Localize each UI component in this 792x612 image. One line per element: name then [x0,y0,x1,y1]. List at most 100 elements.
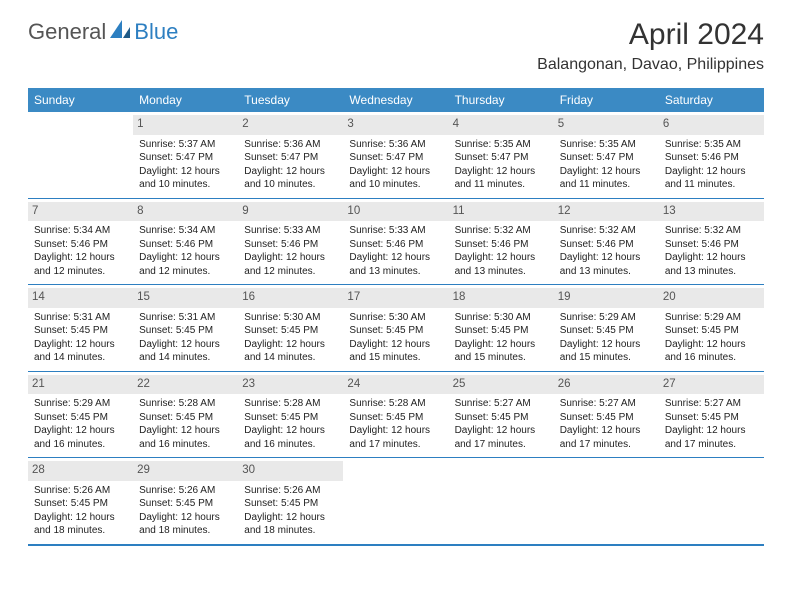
day-cell [343,458,448,544]
day-number: 14 [28,288,133,308]
day-cell: 8Sunrise: 5:34 AMSunset: 5:46 PMDaylight… [133,199,238,285]
day-number [659,461,764,481]
day-cell: 14 Sunrise: 5:31 AMSunset: 5:45 PMDayligh… [28,285,133,371]
logo: General Blue [28,18,178,45]
logo-text-blue: Blue [134,19,178,45]
day-cell: 25Sunrise: 5:27 AMSunset: 5:45 PMDayligh… [449,372,554,458]
sunrise-text: Sunrise: 5:34 AM [34,224,127,238]
sunrise-text: Sunrise: 5:33 AM [244,224,337,238]
daylight-text: Daylight: 12 hours and 13 minutes. [349,251,442,278]
daylight-text: Daylight: 12 hours and 16 minutes. [139,424,232,451]
daylight-text: Daylight: 12 hours and 14 minutes. [34,338,127,365]
day-cell [28,112,133,198]
sunset-text: Sunset: 5:45 PM [34,497,127,511]
sunset-text: Sunset: 5:45 PM [34,324,127,338]
day-number: 24 [343,375,448,395]
day-cell: 5Sunrise: 5:35 AMSunset: 5:47 PMDaylight… [554,112,659,198]
day-cell: 2Sunrise: 5:36 AMSunset: 5:47 PMDaylight… [238,112,343,198]
day-cell: 1Sunrise: 5:37 AMSunset: 5:47 PMDaylight… [133,112,238,198]
daylight-text: Daylight: 12 hours and 11 minutes. [560,165,653,192]
sunset-text: Sunset: 5:46 PM [560,238,653,252]
sunset-text: Sunset: 5:46 PM [665,151,758,165]
daylight-text: Daylight: 12 hours and 16 minutes. [34,424,127,451]
daylight-text: Daylight: 12 hours and 17 minutes. [560,424,653,451]
day-cell: 13Sunrise: 5:32 AMSunset: 5:46 PMDayligh… [659,199,764,285]
month-title: April 2024 [537,18,764,52]
day-number: 29 [133,461,238,481]
day-cell: 19 Sunrise: 5:29 AMSunset: 5:45 PMDayligh… [554,285,659,371]
day-number: 9 [238,202,343,222]
daylight-text: Daylight: 12 hours and 15 minutes. [560,338,653,365]
sunset-text: Sunset: 5:45 PM [244,411,337,425]
weekday-header: Sunday [28,88,133,112]
sunset-text: Sunset: 5:46 PM [665,238,758,252]
sunset-text: Sunset: 5:45 PM [139,324,232,338]
day-cell: 21Sunrise: 5:29 AMSunset: 5:45 PMDayligh… [28,372,133,458]
day-number: 16 [238,288,343,308]
day-number: 19 [554,288,659,308]
daylight-text: Daylight: 12 hours and 11 minutes. [455,165,548,192]
week-row: 21Sunrise: 5:29 AMSunset: 5:45 PMDayligh… [28,372,764,459]
day-cell: 27Sunrise: 5:27 AMSunset: 5:45 PMDayligh… [659,372,764,458]
sunset-text: Sunset: 5:45 PM [244,497,337,511]
sunset-text: Sunset: 5:47 PM [560,151,653,165]
sunrise-text: Sunrise: 5:37 AM [139,138,232,152]
sunrise-text: Sunrise: 5:29 AM [34,397,127,411]
sunset-text: Sunset: 5:45 PM [665,411,758,425]
sunset-text: Sunset: 5:45 PM [560,324,653,338]
sunrise-text: Sunrise: 5:34 AM [139,224,232,238]
logo-sail-icon [108,18,132,45]
sunrise-text: Sunrise: 5:30 AM [455,311,548,325]
daylight-text: Daylight: 12 hours and 17 minutes. [349,424,442,451]
sunrise-text: Sunrise: 5:27 AM [455,397,548,411]
sunset-text: Sunset: 5:45 PM [244,324,337,338]
daylight-text: Daylight: 12 hours and 11 minutes. [665,165,758,192]
calendar-grid: SundayMondayTuesdayWednesdayThursdayFrid… [28,88,764,546]
day-number: 4 [449,115,554,135]
day-cell: 4Sunrise: 5:35 AMSunset: 5:47 PMDaylight… [449,112,554,198]
day-number: 3 [343,115,448,135]
sunrise-text: Sunrise: 5:28 AM [244,397,337,411]
day-number: 11 [449,202,554,222]
day-number: 21 [28,375,133,395]
day-cell: 22Sunrise: 5:28 AMSunset: 5:45 PMDayligh… [133,372,238,458]
day-number: 5 [554,115,659,135]
daylight-text: Daylight: 12 hours and 13 minutes. [560,251,653,278]
day-number: 30 [238,461,343,481]
sunrise-text: Sunrise: 5:31 AM [139,311,232,325]
daylight-text: Daylight: 12 hours and 16 minutes. [244,424,337,451]
weekday-header-row: SundayMondayTuesdayWednesdayThursdayFrid… [28,88,764,112]
sunrise-text: Sunrise: 5:30 AM [349,311,442,325]
week-row: 14Sunrise: 5:31 AMSunset: 5:45 PMDayligh… [28,285,764,372]
day-number: 7 [28,202,133,222]
sunrise-text: Sunrise: 5:33 AM [349,224,442,238]
weekday-header: Saturday [659,88,764,112]
day-cell: 6 Sunrise: 5:35 AMSunset: 5:46 PMDaylight… [659,112,764,198]
day-number: 25 [449,375,554,395]
daylight-text: Daylight: 12 hours and 18 minutes. [244,511,337,538]
day-number: 2 [238,115,343,135]
daylight-text: Daylight: 12 hours and 13 minutes. [455,251,548,278]
day-number: 10 [343,202,448,222]
sunrise-text: Sunrise: 5:31 AM [34,311,127,325]
daylight-text: Daylight: 12 hours and 10 minutes. [244,165,337,192]
day-number: 22 [133,375,238,395]
sunset-text: Sunset: 5:46 PM [455,238,548,252]
day-number: 6 [659,115,764,135]
day-number: 23 [238,375,343,395]
day-number [554,461,659,481]
sunset-text: Sunset: 5:45 PM [560,411,653,425]
daylight-text: Daylight: 12 hours and 10 minutes. [139,165,232,192]
day-cell: 23 Sunrise: 5:28 AMSunset: 5:45 PMDayligh… [238,372,343,458]
day-cell: 7 Sunrise: 5:34 AMSunset: 5:46 PMDaylight… [28,199,133,285]
daylight-text: Daylight: 12 hours and 14 minutes. [139,338,232,365]
daylight-text: Daylight: 12 hours and 12 minutes. [34,251,127,278]
sunrise-text: Sunrise: 5:29 AM [560,311,653,325]
sunrise-text: Sunrise: 5:35 AM [665,138,758,152]
weekday-header: Monday [133,88,238,112]
day-number: 26 [554,375,659,395]
sunset-text: Sunset: 5:46 PM [34,238,127,252]
sunset-text: Sunset: 5:45 PM [139,411,232,425]
logo-text-general: General [28,19,106,45]
sunrise-text: Sunrise: 5:27 AM [560,397,653,411]
